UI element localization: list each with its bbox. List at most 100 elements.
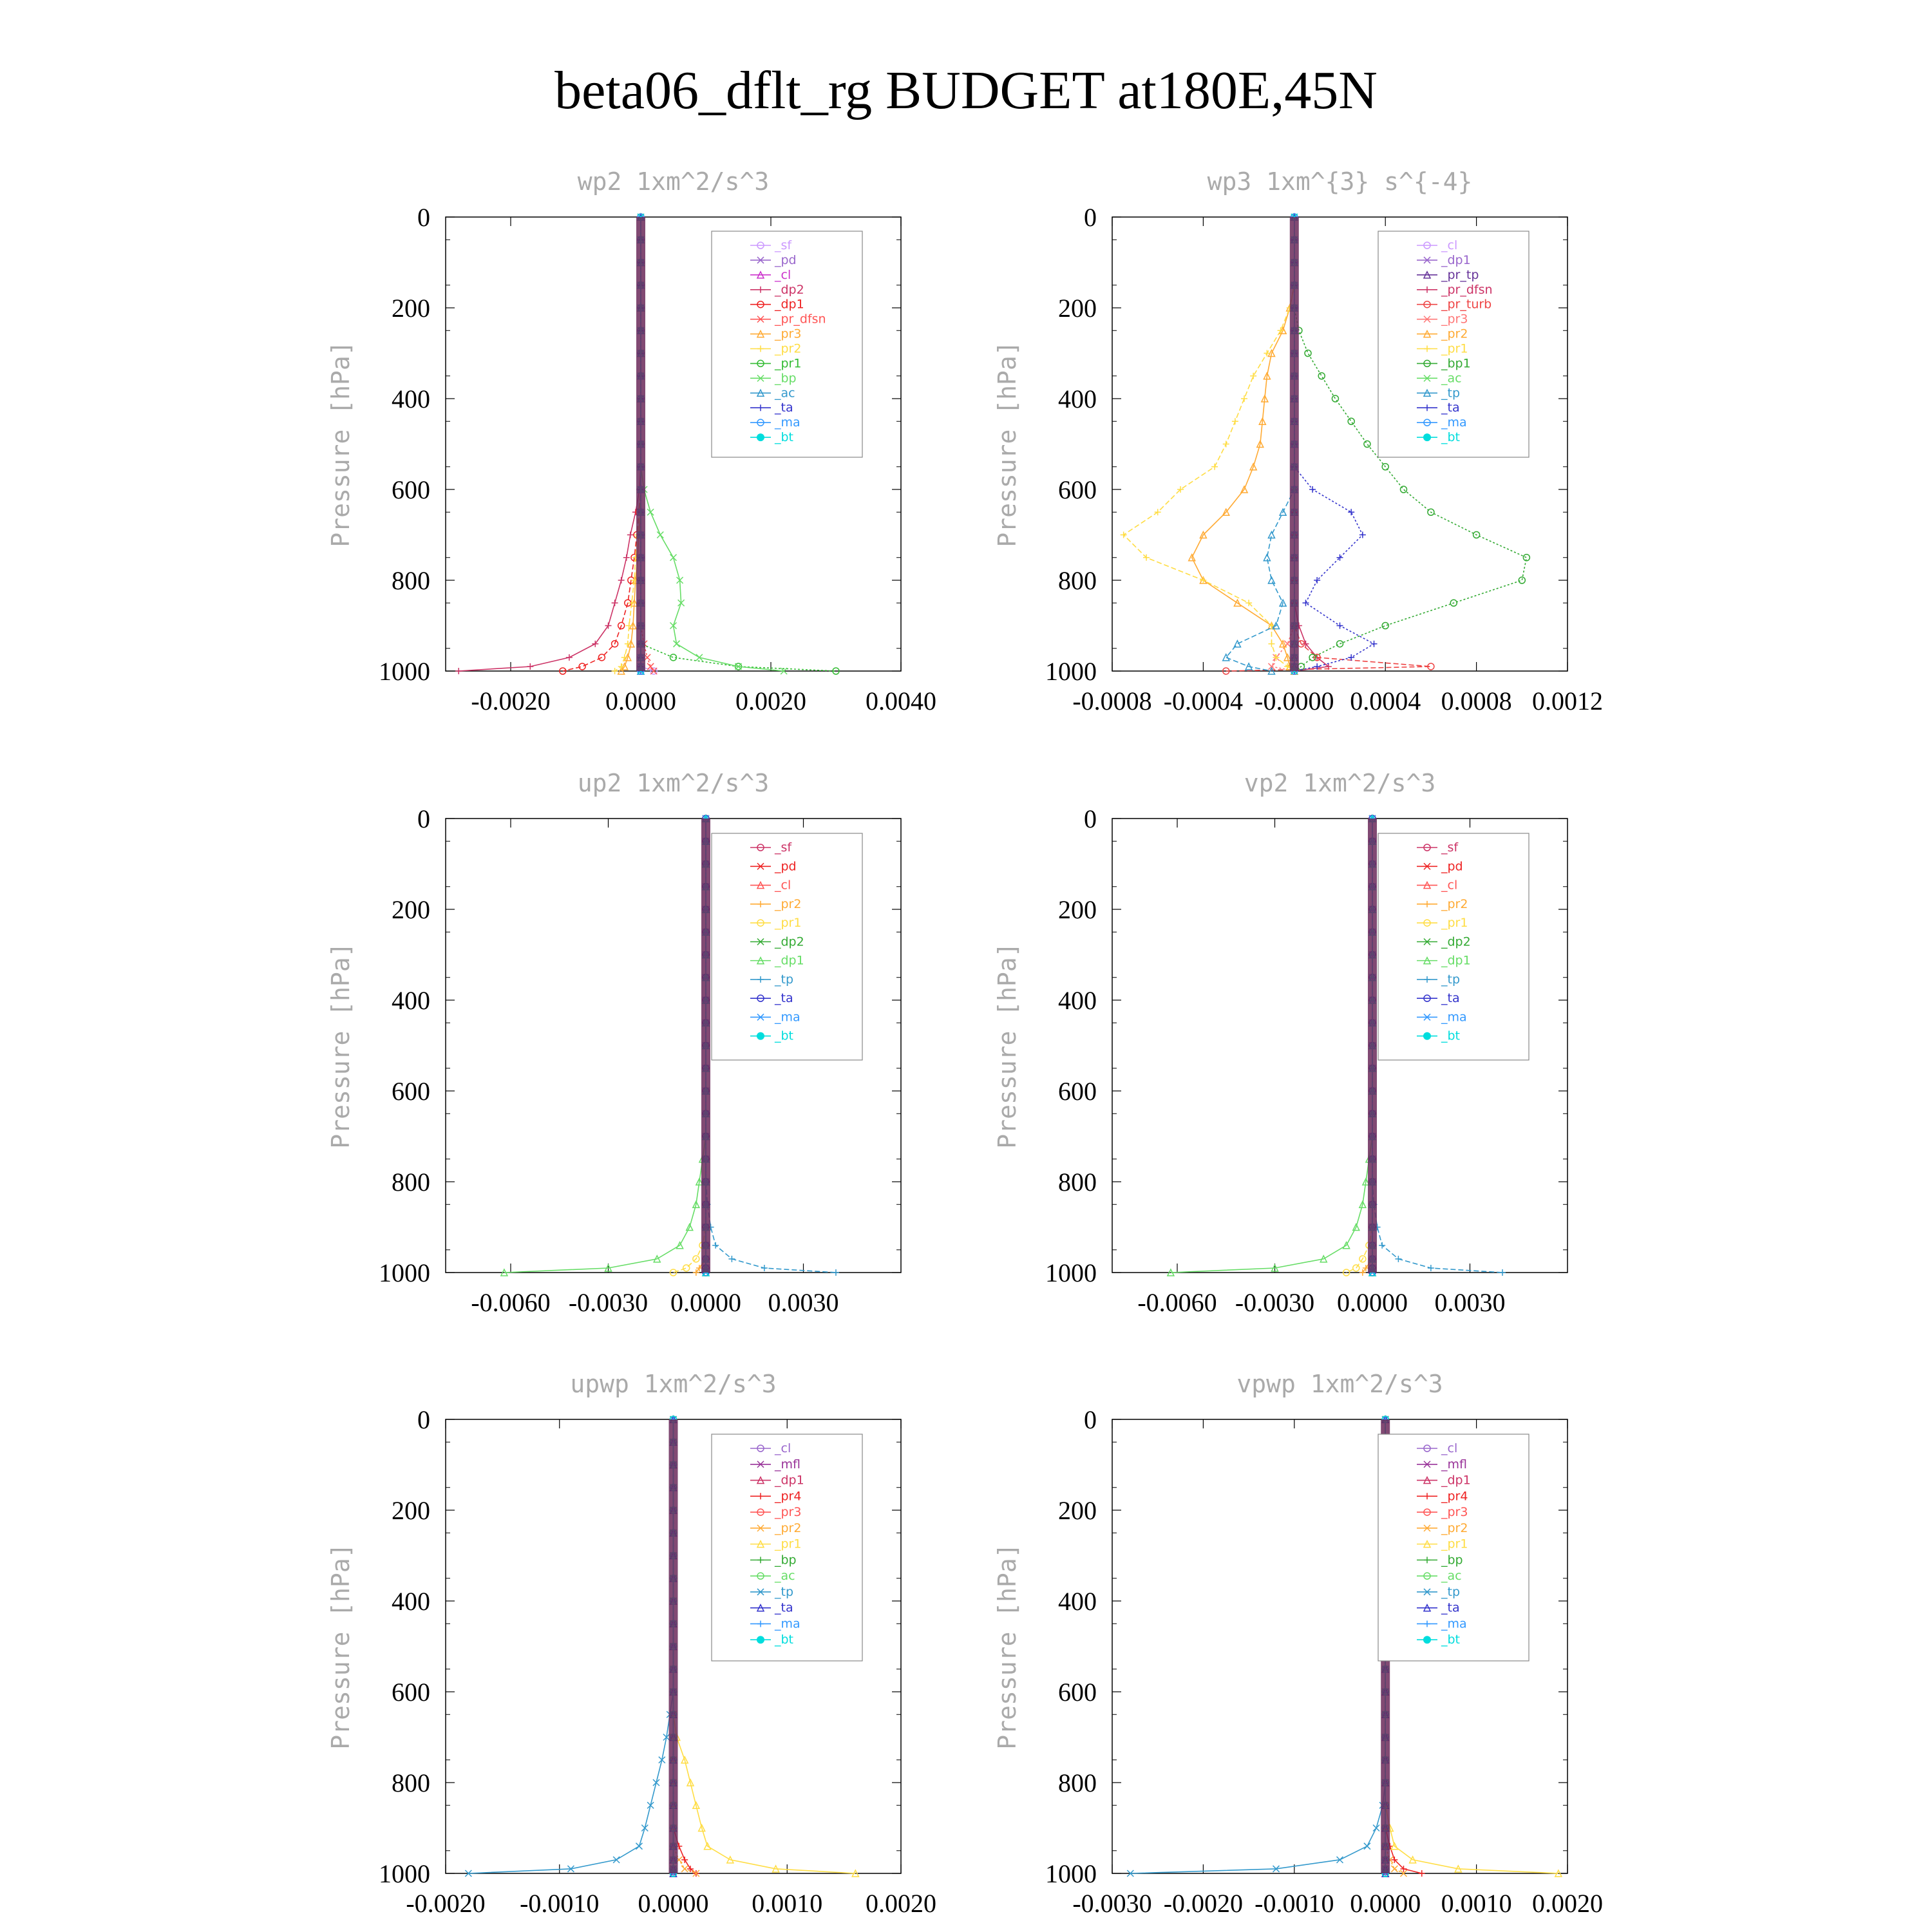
legend-label: _cl xyxy=(1441,238,1457,252)
legend-marker xyxy=(756,1539,765,1548)
legend-label: _ta xyxy=(1441,1601,1460,1615)
data-point xyxy=(605,622,612,629)
data-point xyxy=(1277,327,1284,334)
legend-label: _tp xyxy=(1441,1585,1460,1599)
data-point xyxy=(1314,663,1321,670)
data-point xyxy=(1359,1255,1367,1263)
y-tick-label: 600 xyxy=(1058,475,1097,504)
legend-marker xyxy=(757,1013,764,1021)
legend-marker xyxy=(1424,900,1430,907)
data-point xyxy=(726,1855,735,1864)
data-point xyxy=(703,1842,712,1850)
legend-marker xyxy=(757,1636,764,1644)
y-tick-label: 1000 xyxy=(379,657,430,686)
y-tick-label: 600 xyxy=(392,475,430,504)
x-tick-label: -0.0030 xyxy=(1235,1288,1314,1317)
legend-marker xyxy=(1424,404,1430,412)
data-point xyxy=(680,1756,689,1764)
data-point xyxy=(669,554,677,562)
legend-marker xyxy=(757,1524,764,1532)
legend-label: _pr3 xyxy=(774,327,801,341)
y-tick-label: 400 xyxy=(392,1587,430,1616)
legend-box xyxy=(1378,231,1530,458)
data-point xyxy=(780,667,788,675)
legend-label: _dp1 xyxy=(1441,1473,1471,1488)
legend-marker xyxy=(1423,359,1431,368)
data-point xyxy=(682,1264,690,1272)
legend-label: _ta xyxy=(774,401,793,415)
data-point xyxy=(617,667,625,675)
legend-marker xyxy=(757,1508,764,1516)
data-point xyxy=(1352,1222,1360,1231)
legend-label: _pr2 xyxy=(774,1521,801,1535)
x-tick-label: -0.0030 xyxy=(1072,1889,1151,1918)
legend: _cl_mfl_dp1_pr4_pr3_pr2_pr1_bp_ac_tp_ta_… xyxy=(711,1434,863,1662)
y-tick-label: 0 xyxy=(417,1405,430,1434)
data-point xyxy=(712,1242,719,1249)
data-point xyxy=(1302,640,1309,647)
y-tick-label: 0 xyxy=(1084,203,1097,232)
zero-overlap-band xyxy=(701,819,710,1273)
legend-marker xyxy=(757,976,764,983)
data-point xyxy=(621,654,628,661)
series-line xyxy=(673,819,706,1273)
legend-marker xyxy=(757,286,764,293)
legend-marker xyxy=(757,345,764,352)
data-point xyxy=(1258,417,1267,425)
data-point xyxy=(1278,639,1287,648)
x-tick-label: 0.0000 xyxy=(1350,1889,1421,1918)
data-point xyxy=(617,621,625,630)
data-point xyxy=(695,1177,704,1186)
y-tick-label: 0 xyxy=(417,804,430,833)
data-point xyxy=(1352,1264,1360,1272)
legend-marker xyxy=(756,1475,765,1484)
legend-marker xyxy=(1424,976,1430,983)
y-tick-label: 400 xyxy=(1058,384,1097,413)
legend-label: _cl xyxy=(774,268,791,282)
legend-label: _pr_dfsn xyxy=(1441,283,1493,297)
data-point xyxy=(832,667,840,675)
data-point xyxy=(1361,1177,1370,1186)
legend-label: _sf xyxy=(774,840,792,855)
data-point xyxy=(1336,622,1343,629)
data-point xyxy=(1399,1870,1408,1877)
y-tick-label: 400 xyxy=(392,986,430,1015)
legend-label: _ma xyxy=(1441,1616,1467,1631)
y-tick-label: 600 xyxy=(1058,1678,1097,1707)
data-point xyxy=(1240,485,1249,493)
data-point xyxy=(559,667,567,675)
data-point xyxy=(1267,576,1276,584)
legend-marker xyxy=(757,300,764,308)
legend-label: _mfl xyxy=(1441,1457,1467,1472)
data-point xyxy=(1522,554,1531,562)
data-point xyxy=(663,1733,670,1741)
data-point xyxy=(1390,1842,1399,1850)
data-point xyxy=(1391,1856,1398,1863)
y-tick-label: 200 xyxy=(1058,895,1097,924)
data-point xyxy=(1263,372,1271,380)
zero-overlap-band xyxy=(1368,819,1377,1273)
legend-marker xyxy=(1423,419,1431,426)
legend-label: _pr2 xyxy=(774,897,801,911)
data-point xyxy=(1359,1269,1366,1276)
y-tick-label: 0 xyxy=(1084,804,1097,833)
data-point xyxy=(1304,349,1312,357)
legend-box xyxy=(1378,1434,1530,1662)
legend-label: _pr1 xyxy=(1441,916,1468,930)
legend-label: _bp1 xyxy=(1441,356,1471,370)
zero-overlap-band xyxy=(1289,217,1299,671)
legend-marker xyxy=(1423,1032,1431,1040)
data-point xyxy=(685,1222,694,1231)
y-tick-label: 600 xyxy=(392,1077,430,1106)
data-point xyxy=(1395,1255,1402,1262)
data-point xyxy=(1241,395,1248,402)
legend: _cl_dp1_pr_tp_pr_dfsn_pr_turb_pr3_pr2_pr… xyxy=(1378,231,1530,458)
series-line xyxy=(468,1419,674,1874)
data-point xyxy=(1309,654,1316,661)
data-point xyxy=(625,622,632,629)
y-tick-label: 1000 xyxy=(379,1258,430,1287)
data-point xyxy=(669,621,677,630)
x-tick-label: 0.0010 xyxy=(752,1889,822,1918)
legend-label: _bt xyxy=(774,1633,793,1647)
data-point xyxy=(1264,350,1271,357)
